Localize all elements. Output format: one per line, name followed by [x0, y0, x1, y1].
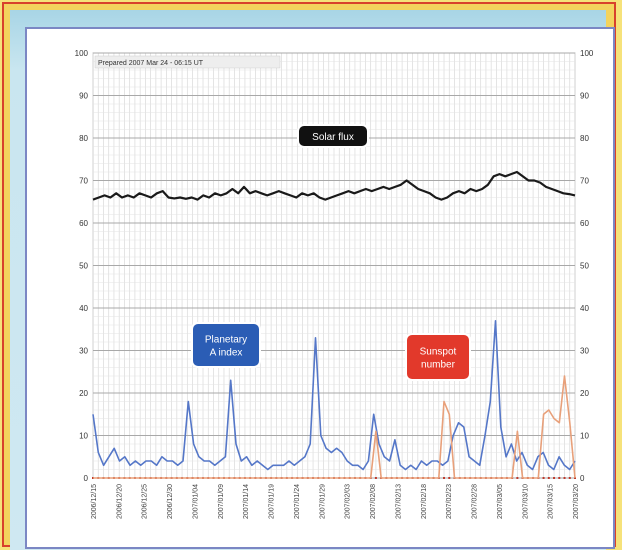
- x-tick-label: 2007/03/20: [573, 484, 580, 519]
- annotation-box: [297, 124, 369, 148]
- y-tick-label-left: 50: [79, 262, 88, 271]
- y-tick-label-right: 0: [580, 474, 585, 483]
- x-tick-label: 2007/02/13: [395, 484, 402, 519]
- x-tick-label: 2007/03/15: [548, 484, 555, 519]
- y-tick-label-left: 80: [79, 134, 88, 143]
- series-line-sunspot: [93, 375, 576, 479]
- y-tick-label-left: 30: [79, 347, 88, 356]
- x-tick-label: 2007/01/19: [269, 484, 276, 519]
- annotation-a-index: Planetary A index: [191, 322, 261, 368]
- y-tick-label-left: 40: [79, 304, 88, 313]
- x-tick-label: 2007/02/23: [446, 484, 453, 519]
- series-line-a-index: [92, 319, 576, 471]
- y-tick-label-left: 90: [79, 92, 88, 101]
- x-tick-label: 2006/12/15: [91, 484, 98, 519]
- chart-title-text: Prepared 2007 Mar 24 - 06:15 UT: [98, 60, 204, 67]
- chart-title: Prepared 2007 Mar 24 - 06:15 UT: [94, 55, 281, 69]
- y-tick-label-right: 80: [580, 134, 589, 143]
- x-tick-label: 2007/01/04: [192, 484, 199, 519]
- x-tick-label: 2007/02/18: [421, 484, 428, 519]
- series-line-solar-flux: [92, 170, 576, 201]
- x-tick-label: 2006/12/30: [167, 484, 174, 519]
- annotation-label: Sunspot: [420, 347, 457, 358]
- annotation-label: Planetary: [205, 335, 247, 346]
- x-tick-label: 2007/02/28: [472, 484, 479, 519]
- y-tick-label-right: 10: [580, 432, 589, 441]
- annotation-solar-flux: Solar flux: [297, 124, 369, 148]
- y-tick-label-left: 20: [79, 389, 88, 398]
- y-tick-label-right: 40: [580, 304, 589, 313]
- y-tick-label-right: 100: [580, 49, 594, 58]
- annotation-label: A index: [210, 348, 243, 359]
- annotation-sunspot: Sunspot number: [405, 333, 471, 381]
- x-tick-label: 2007/02/03: [345, 484, 352, 519]
- y-tick-label-right: 60: [580, 219, 589, 228]
- x-tick-label: 2007/03/10: [522, 484, 529, 519]
- y-tick-label-left: 10: [79, 432, 88, 441]
- y-tick-label-left: 60: [79, 219, 88, 228]
- x-tick-label: 2007/01/09: [218, 484, 225, 519]
- chart-title-box: [94, 55, 281, 69]
- x-tick-label: 2007/01/24: [294, 484, 301, 519]
- y-tick-label-right: 50: [580, 262, 589, 271]
- y-tick-label-left: 0: [84, 474, 89, 483]
- y-tick-label-right: 70: [580, 177, 589, 186]
- x-tick-label: 2007/01/29: [319, 484, 326, 519]
- x-tick-label: 2007/03/05: [497, 484, 504, 519]
- annotation-label: Solar flux: [312, 132, 354, 143]
- x-tick-label: 2006/12/25: [142, 484, 149, 519]
- annotation-label: number: [421, 360, 456, 371]
- annotation-box: [405, 333, 471, 381]
- y-tick-label-left: 100: [75, 49, 89, 58]
- y-tick-label-right: 20: [580, 389, 589, 398]
- y-tick-label-left: 70: [79, 177, 88, 186]
- y-tick-label-right: 90: [580, 92, 589, 101]
- annotation-box: [191, 322, 261, 368]
- x-tick-label: 2007/01/14: [243, 484, 250, 519]
- x-tick-label: 2007/02/08: [370, 484, 377, 519]
- y-tick-label-right: 30: [580, 347, 589, 356]
- x-tick-label: 2006/12/20: [116, 484, 123, 519]
